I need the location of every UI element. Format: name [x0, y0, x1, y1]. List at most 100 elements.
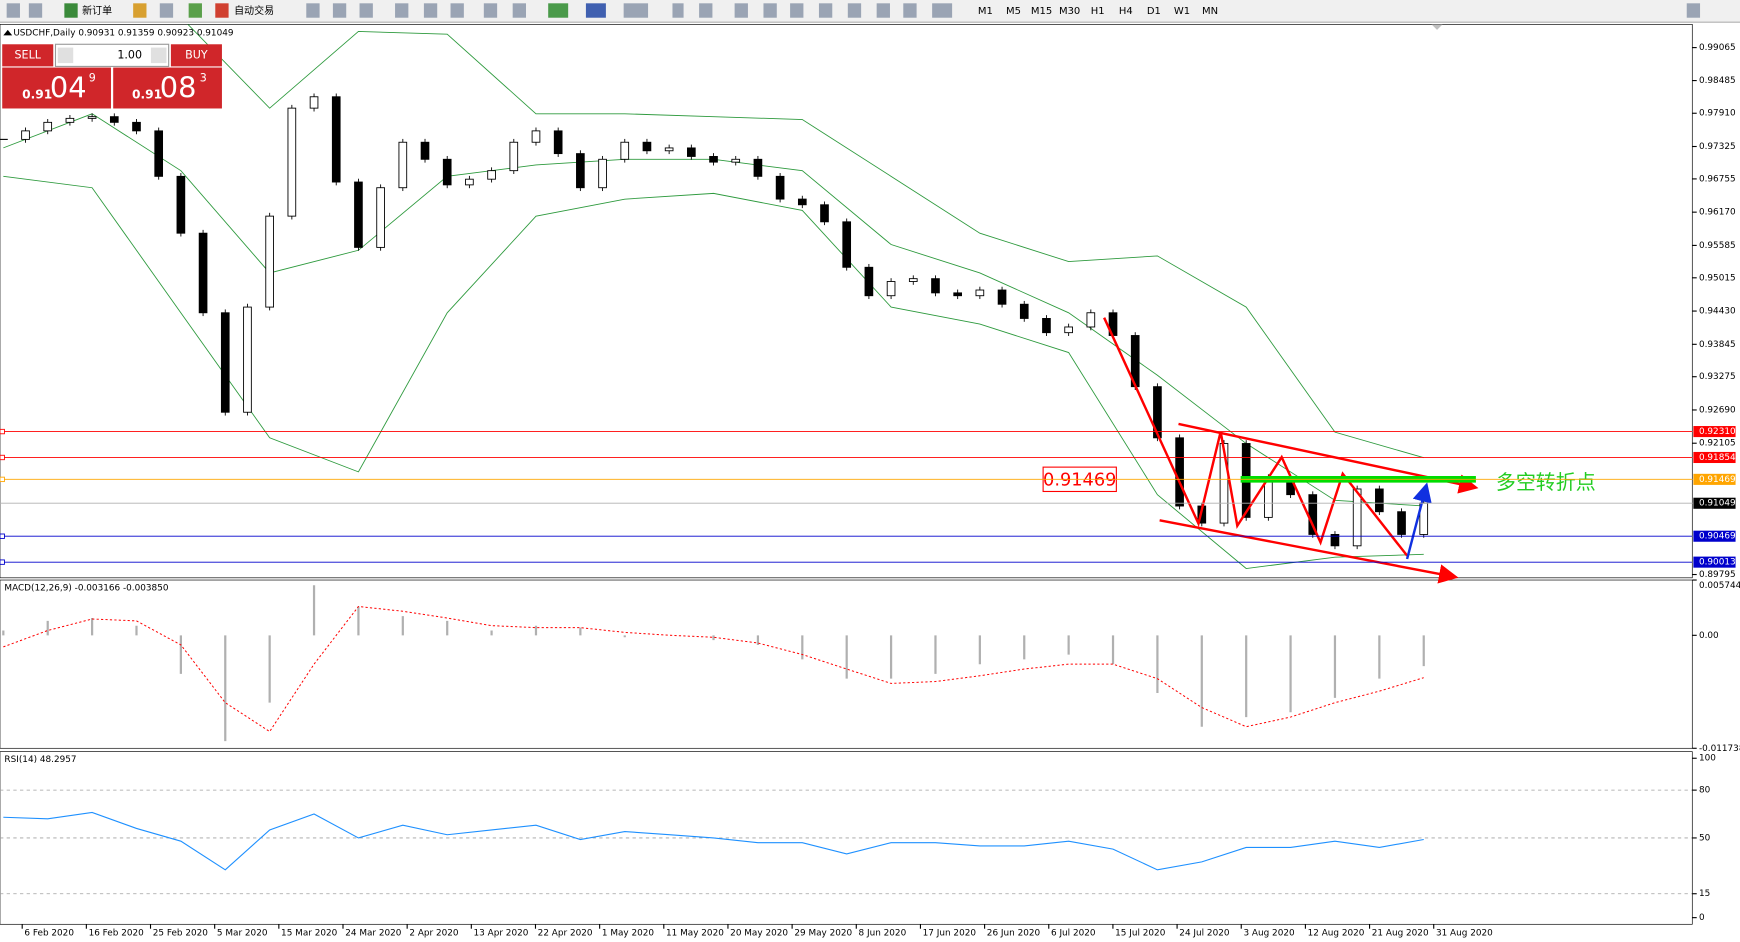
- timeframe-button[interactable]: M15: [1031, 6, 1052, 17]
- sell-price-box[interactable]: [2, 67, 111, 109]
- candle: [842, 221, 852, 268]
- icon[interactable]: [763, 3, 777, 18]
- timeframe-button[interactable]: M30: [1059, 6, 1080, 17]
- y-tick-label: 0.93845: [1699, 340, 1736, 350]
- icon[interactable]: [734, 3, 748, 18]
- x-tick-label: 8 Jun 2020: [858, 929, 906, 939]
- macd-label: MACD(12,26,9) -0.003166 -0.003850: [4, 583, 168, 593]
- trade-panel: SELL 1.00 BUY 0.91 04 9 0.91 08 3: [2, 43, 222, 109]
- x-tick-label: 2 Apr 2020: [409, 929, 459, 939]
- lot-input[interactable]: [54, 43, 170, 67]
- candle: [154, 130, 164, 177]
- candle: [1397, 511, 1406, 535]
- timeframe-button[interactable]: H1: [1091, 6, 1105, 17]
- icon[interactable]: [903, 3, 917, 18]
- candle: [1064, 326, 1073, 334]
- y-tick-label: 0.005744: [1699, 581, 1740, 591]
- toolbar-button[interactable]: 新订单: [82, 4, 112, 17]
- lot-up[interactable]: [150, 47, 167, 64]
- buy-label[interactable]: BUY: [185, 48, 208, 61]
- candle: [331, 96, 341, 183]
- level-handle: [0, 533, 5, 539]
- x-tick-label: 17 Jun 2020: [923, 929, 977, 939]
- x-tick-label: 21 Aug 2020: [1372, 929, 1429, 939]
- candle: [975, 289, 985, 297]
- icon[interactable]: [623, 3, 649, 18]
- buy-price-box[interactable]: [113, 67, 222, 109]
- icon-auto-trading[interactable]: [215, 3, 229, 18]
- x-tick-label: 25 Feb 2020: [153, 929, 209, 939]
- icon[interactable]: [450, 3, 464, 18]
- icon[interactable]: [483, 3, 498, 18]
- icon[interactable]: [876, 3, 890, 18]
- buy-button[interactable]: [170, 44, 222, 67]
- icon[interactable]: [423, 3, 438, 18]
- candle: [908, 278, 918, 282]
- icon[interactable]: [359, 3, 373, 18]
- icon[interactable]: [847, 3, 862, 18]
- header-icon: [3, 29, 13, 36]
- icon[interactable]: [548, 3, 569, 18]
- icon[interactable]: [1686, 3, 1701, 18]
- candle: [864, 266, 874, 297]
- icon[interactable]: [188, 3, 202, 18]
- level-handle: [0, 428, 5, 435]
- icon[interactable]: [790, 3, 804, 18]
- level-tag-label: 0.92310: [1699, 427, 1736, 437]
- icon[interactable]: [395, 3, 409, 18]
- level-tag: [1693, 426, 1736, 438]
- icon[interactable]: [159, 3, 174, 18]
- lot-down[interactable]: [57, 47, 74, 64]
- timeframe-button[interactable]: W1: [1174, 6, 1190, 17]
- icon[interactable]: [6, 3, 20, 18]
- zigzag: [1103, 317, 1409, 557]
- candle: [753, 158, 763, 177]
- icon-new-order[interactable]: [64, 3, 78, 18]
- blue-arrow: [1405, 482, 1432, 560]
- level-tag-label: 0.90013: [1699, 558, 1736, 568]
- sell-button[interactable]: [2, 44, 54, 67]
- candle: [953, 292, 962, 297]
- sell-label[interactable]: SELL: [15, 48, 42, 61]
- icon[interactable]: [306, 3, 320, 18]
- rsi-line: [3, 811, 1424, 871]
- bollinger-band: [187, 24, 1424, 459]
- level-handle: [0, 454, 5, 461]
- icon[interactable]: [512, 3, 526, 18]
- timeframe-button[interactable]: MN: [1202, 6, 1218, 17]
- timeframe-button[interactable]: H4: [1119, 6, 1133, 17]
- toolbar-button[interactable]: 自动交易: [234, 4, 274, 17]
- level-tag-label: 0.91854: [1699, 453, 1736, 463]
- y-tick-label: -0.011738: [1699, 744, 1740, 754]
- y-tick-label: 0.96755: [1699, 174, 1736, 184]
- icon[interactable]: [699, 3, 713, 18]
- x-tick-label: 13 Apr 2020: [474, 929, 529, 939]
- icon[interactable]: [332, 3, 347, 18]
- level-tag-label: 0.91469: [1699, 475, 1736, 485]
- timeframe-button[interactable]: M1: [978, 6, 993, 17]
- candle: [1352, 488, 1362, 547]
- macd-signal: [3, 605, 1424, 733]
- icon[interactable]: [585, 3, 606, 18]
- sell-price-prefix: 0.91: [22, 88, 52, 102]
- y-tick-label: 50: [1699, 833, 1711, 843]
- candle: [620, 141, 630, 160]
- chart-header: USDCHF,Daily 0.90931 0.91359 0.90923 0.9…: [13, 29, 234, 39]
- icon[interactable]: [818, 3, 833, 18]
- x-tick-label: 1 May 2020: [602, 929, 655, 939]
- icon[interactable]: [932, 3, 953, 18]
- x-tick-label: 15 Mar 2020: [281, 929, 338, 939]
- level-tag-label: 0.90469: [1699, 532, 1736, 542]
- lot-value[interactable]: 1.00: [117, 48, 142, 61]
- timeframe-button[interactable]: M5: [1006, 6, 1021, 17]
- level-tag-label: 0.91049: [1699, 499, 1736, 509]
- icon[interactable]: [133, 3, 147, 18]
- candle: [1330, 534, 1340, 547]
- y-tick-label: 0.92105: [1699, 439, 1736, 449]
- icon[interactable]: [28, 3, 43, 18]
- price-annotation: 0.91469: [1043, 470, 1116, 490]
- icon[interactable]: [672, 3, 684, 18]
- timeframe-button[interactable]: D1: [1147, 6, 1161, 17]
- candle: [775, 175, 785, 200]
- y-tick-label: 0.93275: [1699, 372, 1736, 382]
